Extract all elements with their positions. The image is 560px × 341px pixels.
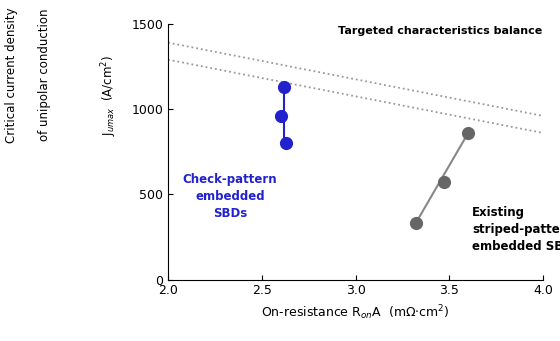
Text: Check-pattern
embedded
SBDs: Check-pattern embedded SBDs [183,173,277,220]
Point [464,130,473,136]
Point [276,113,285,119]
Text: Existing
striped-pattern
embedded SBDs: Existing striped-pattern embedded SBDs [472,206,560,253]
Point [439,180,448,185]
Point [411,221,420,226]
Text: J$_{umax}$  (A/cm$^2$): J$_{umax}$ (A/cm$^2$) [100,55,119,136]
X-axis label: On-resistance R$_{on}$A  (m$\Omega$$\cdot$cm$^2$): On-resistance R$_{on}$A (m$\Omega$$\cdot… [262,303,450,322]
Text: Targeted characteristics balance: Targeted characteristics balance [338,26,542,36]
Text: of unipolar conduction: of unipolar conduction [38,9,52,141]
Text: Critical current density: Critical current density [4,7,18,143]
Point [280,84,289,90]
Point [282,140,291,146]
